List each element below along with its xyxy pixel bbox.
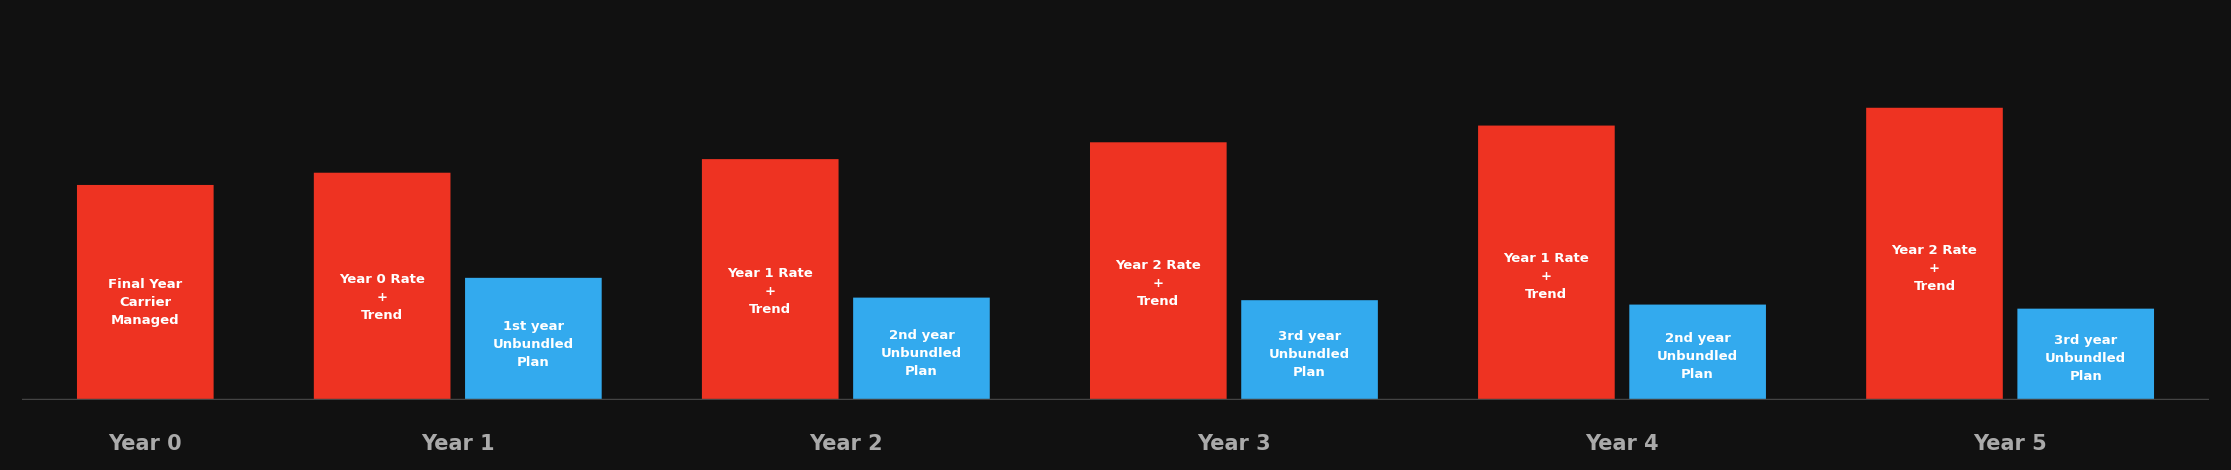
Text: 3rd year
Unbundled
Plan: 3rd year Unbundled Plan (1269, 330, 1350, 379)
FancyBboxPatch shape (464, 278, 602, 400)
Text: $9,407: $9,407 (1667, 286, 1729, 300)
Text: $27,146: $27,146 (1510, 107, 1582, 122)
FancyBboxPatch shape (1629, 305, 1767, 400)
Text: 2nd year
Unbundled
Plan: 2nd year Unbundled Plan (1658, 332, 1738, 381)
FancyBboxPatch shape (703, 159, 839, 400)
Text: $10,097: $10,097 (886, 279, 957, 294)
Text: $25,489: $25,489 (1122, 123, 1196, 138)
Text: $28,910: $28,910 (1899, 89, 1970, 104)
Text: $9,842: $9,842 (1278, 281, 1341, 296)
Text: $23,821: $23,821 (734, 140, 808, 155)
Text: 2nd year
Unbundled
Plan: 2nd year Unbundled Plan (881, 329, 962, 378)
FancyBboxPatch shape (1240, 300, 1379, 400)
FancyBboxPatch shape (1091, 142, 1227, 400)
Text: Year 1 Rate
+
Trend: Year 1 Rate + Trend (1504, 252, 1588, 301)
Text: Year 2 Rate
+
Trend: Year 2 Rate + Trend (1116, 259, 1200, 308)
Text: Year 2: Year 2 (810, 434, 883, 454)
Text: Year 3: Year 3 (1198, 434, 1272, 454)
Text: Year 1 Rate
+
Trend: Year 1 Rate + Trend (727, 267, 812, 316)
Text: $21,261: $21,261 (109, 166, 181, 181)
Text: Year 2 Rate
+
Trend: Year 2 Rate + Trend (1892, 244, 1977, 293)
Text: Year 5: Year 5 (1972, 434, 2048, 454)
FancyBboxPatch shape (315, 172, 451, 400)
FancyBboxPatch shape (1479, 125, 1615, 400)
Text: 3rd year
Unbundled
Plan: 3rd year Unbundled Plan (2046, 334, 2126, 383)
Text: $9,003: $9,003 (2055, 290, 2117, 305)
Text: 1st year
Unbundled
Plan: 1st year Unbundled Plan (493, 320, 573, 369)
Text: Year 0 Rate
+
Trend: Year 0 Rate + Trend (339, 273, 426, 322)
FancyBboxPatch shape (76, 185, 214, 400)
Text: Year 4: Year 4 (1586, 434, 1660, 454)
Text: $22,473: $22,473 (346, 154, 419, 169)
Text: Year 1: Year 1 (422, 434, 495, 454)
Text: $12,057: $12,057 (498, 259, 569, 274)
Text: Year 0: Year 0 (109, 434, 183, 454)
Text: Final Year
Carrier
Managed: Final Year Carrier Managed (107, 278, 183, 328)
FancyBboxPatch shape (2017, 309, 2155, 400)
FancyBboxPatch shape (1865, 108, 2003, 400)
FancyBboxPatch shape (852, 298, 991, 400)
